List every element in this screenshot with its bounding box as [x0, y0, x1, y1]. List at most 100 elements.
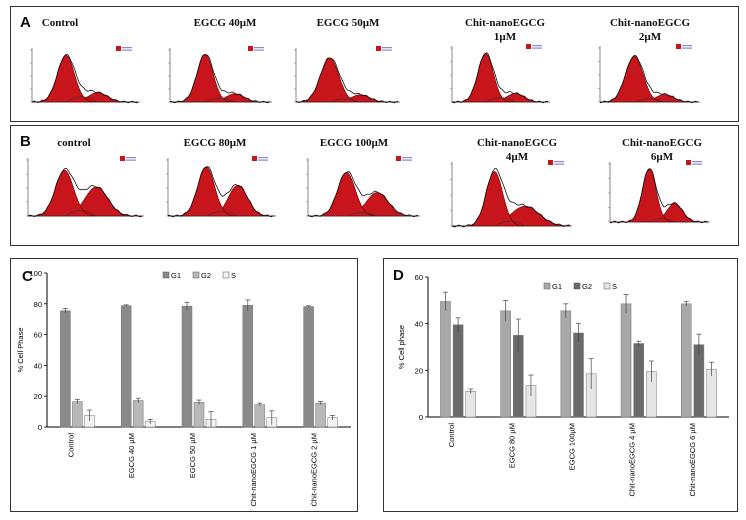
panel-a-histogram-1	[168, 46, 272, 104]
hist-legend-swatch	[116, 46, 121, 51]
panel-a-title-0-line-0: Control	[41, 17, 79, 29]
panel-a-title-4-line-1: 2µM	[638, 31, 662, 43]
hist-legend-swatch	[548, 160, 553, 165]
panel-a-histogram-2	[294, 46, 400, 104]
y-axis-label: % Cell phase	[397, 325, 406, 369]
y-tick-label: 60	[415, 273, 423, 282]
panel-b-title-2-line-0: EGCG 100µM	[319, 137, 389, 149]
panel-a-title-1-line-0: EGCG 40µM	[193, 17, 257, 29]
hist-s-phase	[168, 211, 274, 217]
y-tick-label: 20	[415, 366, 423, 375]
hist-total-curve	[31, 53, 139, 104]
hist-legend-line	[532, 45, 542, 47]
chart-d: 0 20 40 60 % Cell phase G1 G2 S Control EGCG 80 µ…	[397, 273, 729, 497]
panel-a-title-3-line-1: 1µM	[493, 31, 517, 43]
y-tick-label: 0	[419, 413, 423, 422]
panel-a-title-0: Control	[10, 16, 110, 30]
hist-legend-line	[126, 157, 136, 159]
bar-G2-3	[254, 404, 266, 428]
panel-b-title-2: EGCG 100µM	[304, 136, 404, 150]
hist-g1-peak	[308, 171, 418, 217]
bar-G1-3	[242, 305, 254, 428]
y-tick-label: 80	[34, 300, 42, 309]
panel-b-title-3-line-0: Chit-nanoEGCG	[476, 137, 558, 149]
hist-legend-swatch	[676, 44, 681, 49]
hist-s-phase	[452, 220, 570, 227]
legend-label-G2: G2	[201, 271, 211, 280]
legend-swatch-G1	[162, 271, 170, 279]
bar-S-4	[706, 368, 717, 418]
bar-G1-4	[680, 303, 692, 418]
hist-legend-line	[682, 47, 692, 49]
legend-label-G2: G2	[582, 282, 592, 291]
category-label-3: Chit-nanoEGCG 4 µM	[628, 423, 637, 497]
hist-legend-line	[402, 159, 412, 161]
bar-G1-1	[120, 305, 132, 428]
legend-label-S: S	[612, 282, 617, 291]
hist-total-curve	[451, 52, 549, 104]
hist-g1-peak	[32, 54, 138, 103]
panel-b-title-4: Chit-nanoEGCG 6µM	[612, 136, 712, 164]
y-axis-label: % Cell Phase	[16, 327, 25, 372]
hist-total-curve	[609, 168, 709, 224]
bar-G1-0	[440, 301, 451, 418]
hist-total-curve	[295, 57, 399, 104]
legend-swatch-G1	[543, 282, 551, 290]
hist-legend-swatch	[396, 156, 401, 161]
hist-s-phase	[28, 210, 142, 217]
category-label-2: EGCG 50 µM	[188, 433, 197, 478]
panel-a-title-4: Chit-nanoEGCG 2µM	[600, 16, 700, 44]
panel-a-letter: A	[20, 14, 31, 31]
hist-s-phase	[600, 98, 698, 103]
hist-legend-line	[126, 159, 136, 161]
hist-legend-line	[532, 47, 542, 49]
y-tick-label: 60	[34, 331, 42, 340]
hist-total-curve	[307, 171, 419, 218]
panel-c: C 0 20 40 60 80 100 % Cell Phase G1 G2 S Control EG…	[10, 258, 358, 512]
panel-b-title-0-line-0: control	[57, 137, 91, 149]
panel-b-title-3: Chit-nanoEGCG 4µM	[467, 136, 567, 164]
hist-g1-peak	[170, 53, 270, 103]
panel-a-histogram-3	[450, 44, 550, 104]
panel-b-histogram-2	[306, 156, 420, 218]
hist-g1-peak	[600, 55, 698, 103]
category-label-1: EGCG 80 µM	[507, 423, 516, 468]
panel-a-title-3-line-0: Chit-nanoEGCG	[464, 17, 546, 29]
bar-G1-1	[500, 310, 511, 418]
legend-swatch-G2	[573, 282, 581, 290]
bar-G1-0	[60, 310, 71, 428]
panel-a: A	[10, 6, 739, 122]
bar-G2-0	[452, 324, 464, 418]
hist-legend-line	[554, 163, 564, 165]
hist-total-curve	[170, 54, 271, 104]
panel-b-histogram-1	[166, 156, 276, 218]
bar-G1-2	[560, 310, 572, 418]
hist-legend-line	[258, 157, 268, 159]
legend-swatch-G2	[192, 271, 200, 279]
panel-b-letter: B	[20, 133, 31, 150]
hist-total-curve	[167, 166, 275, 218]
panel-b-histogram-0	[26, 156, 144, 218]
hist-legend-line	[122, 49, 132, 51]
bar-G1-2	[181, 305, 193, 428]
bar-G2-2	[193, 402, 205, 428]
y-tick-label: 40	[34, 361, 42, 370]
hist-s-phase	[308, 212, 418, 217]
hist-legend-line	[692, 163, 702, 165]
y-tick-label: 20	[34, 392, 42, 401]
category-label-0: Control	[66, 433, 75, 458]
hist-legend-swatch	[120, 156, 125, 161]
panel-b: B	[10, 125, 739, 246]
legend-swatch-S	[222, 271, 230, 279]
y-tick-label: 40	[415, 320, 423, 329]
hist-legend-swatch	[686, 160, 691, 165]
category-label-2: EGCG 100µM	[568, 423, 577, 470]
y-tick-label: 100	[29, 269, 42, 278]
hist-legend-line	[382, 47, 392, 49]
hist-legend-swatch	[252, 156, 257, 161]
panel-b-title-0: control	[24, 136, 124, 150]
bar-G2-4	[693, 344, 705, 418]
category-label-4: Chit-nanoEGCG 2 µM	[310, 433, 319, 507]
hist-s-phase	[170, 97, 270, 103]
hist-s-phase	[296, 98, 398, 103]
